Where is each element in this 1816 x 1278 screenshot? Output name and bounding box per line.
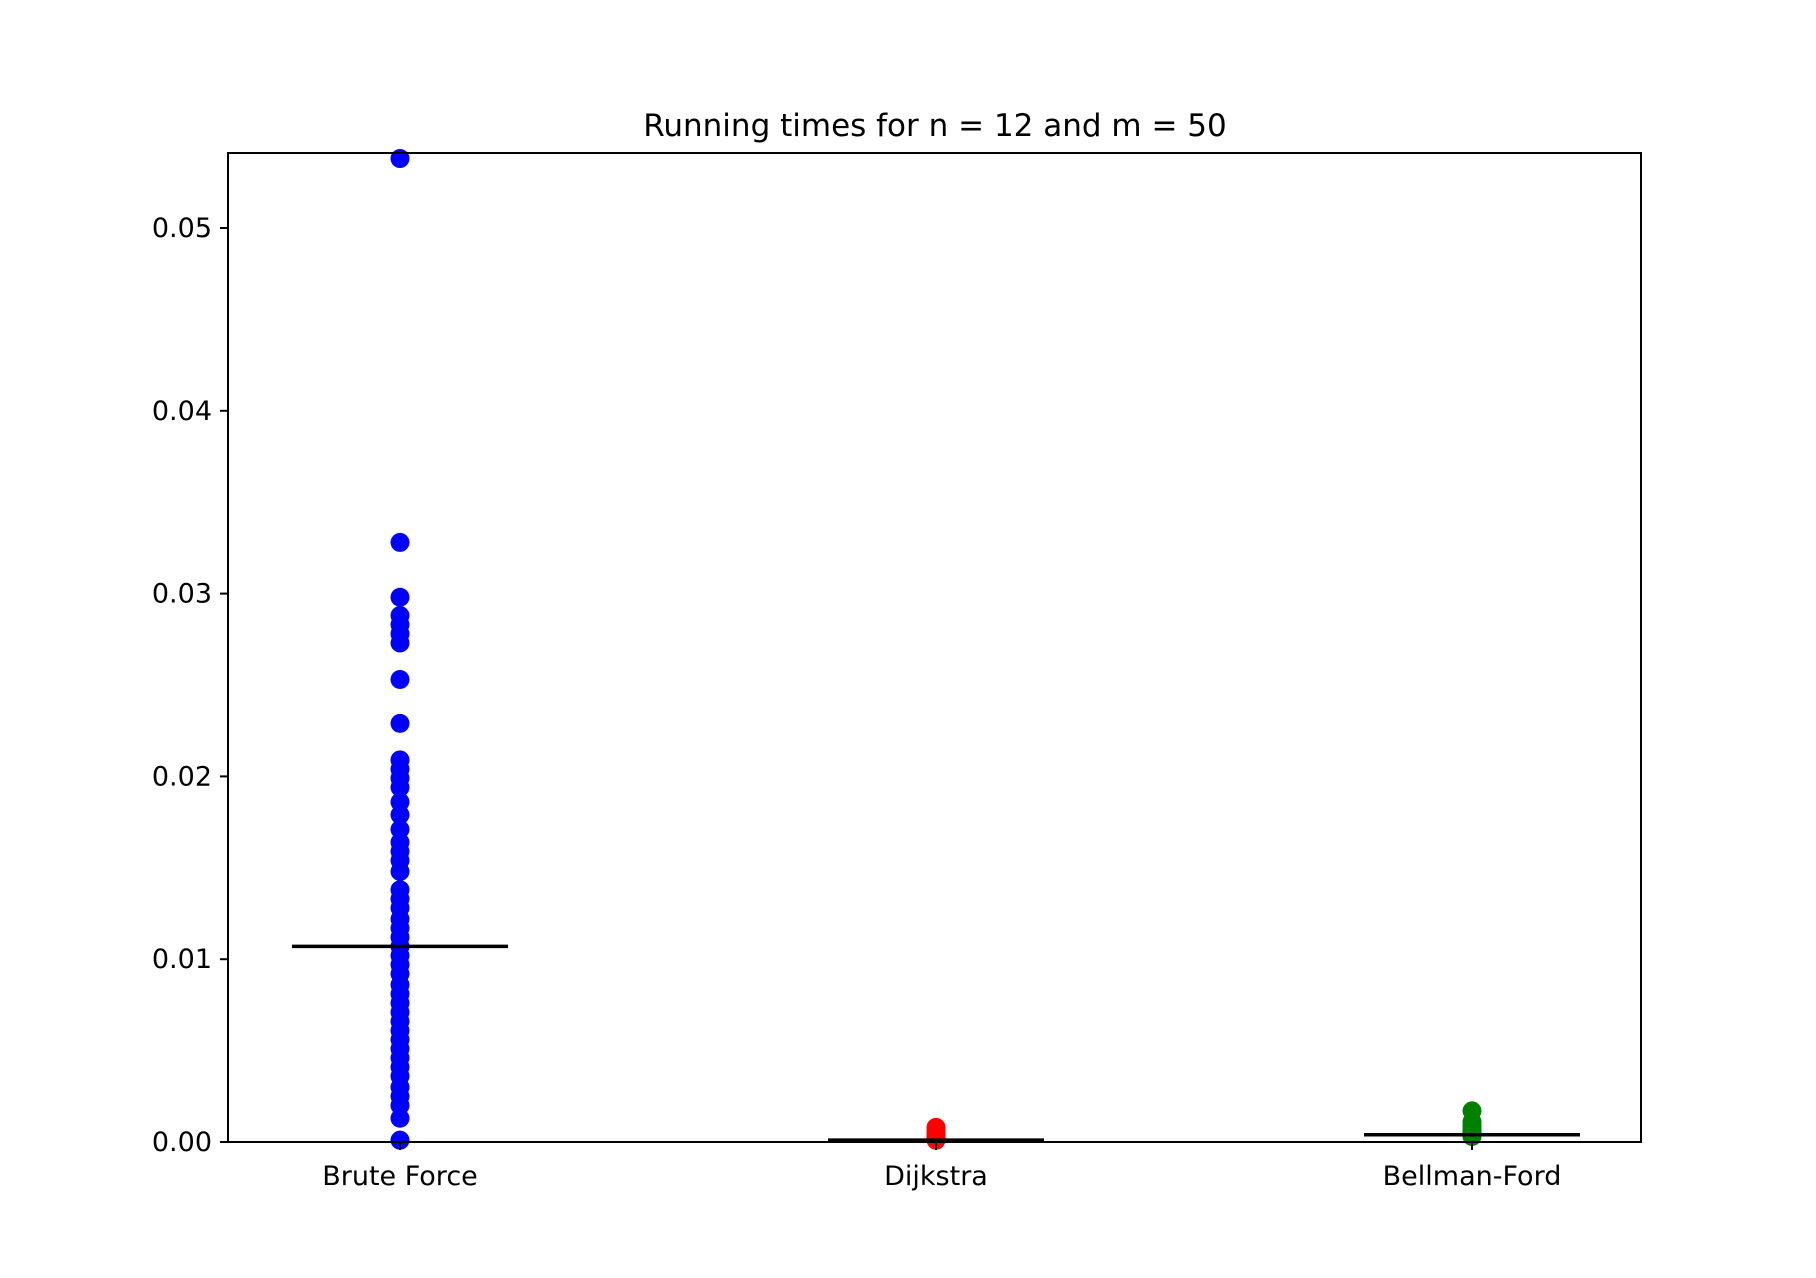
chart-title: Running times for n = 12 and m = 50 xyxy=(643,108,1227,144)
y-axis: 0.00 0.01 0.02 0.03 0.04 0.05 xyxy=(152,213,228,1158)
y-tick-label: 0.01 xyxy=(152,944,212,975)
y-tick-label: 0.03 xyxy=(152,579,212,610)
data-point xyxy=(390,1130,410,1150)
data-point xyxy=(390,670,410,690)
data-point xyxy=(390,633,410,653)
data-point xyxy=(390,587,410,607)
x-tick-label: Brute Force xyxy=(322,1161,478,1192)
data-point xyxy=(390,1108,410,1128)
data-point xyxy=(390,149,410,169)
y-tick-label: 0.00 xyxy=(152,1127,212,1158)
y-tick-label: 0.05 xyxy=(152,213,212,244)
data-point xyxy=(390,861,410,881)
plot-frame xyxy=(227,152,1642,1143)
x-tick-label: Dijkstra xyxy=(884,1161,988,1192)
median-layer xyxy=(292,944,1580,1142)
x-axis: Brute Force Dijkstra Bellman-Ford xyxy=(322,1142,1561,1192)
y-tick-label: 0.04 xyxy=(152,396,212,427)
data-point xyxy=(390,713,410,733)
points-layer xyxy=(390,149,1482,1150)
data-point xyxy=(390,805,410,825)
data-point xyxy=(390,777,410,797)
x-tick-label: Bellman-Ford xyxy=(1383,1161,1562,1192)
data-point xyxy=(390,532,410,552)
y-tick-label: 0.02 xyxy=(152,761,212,792)
